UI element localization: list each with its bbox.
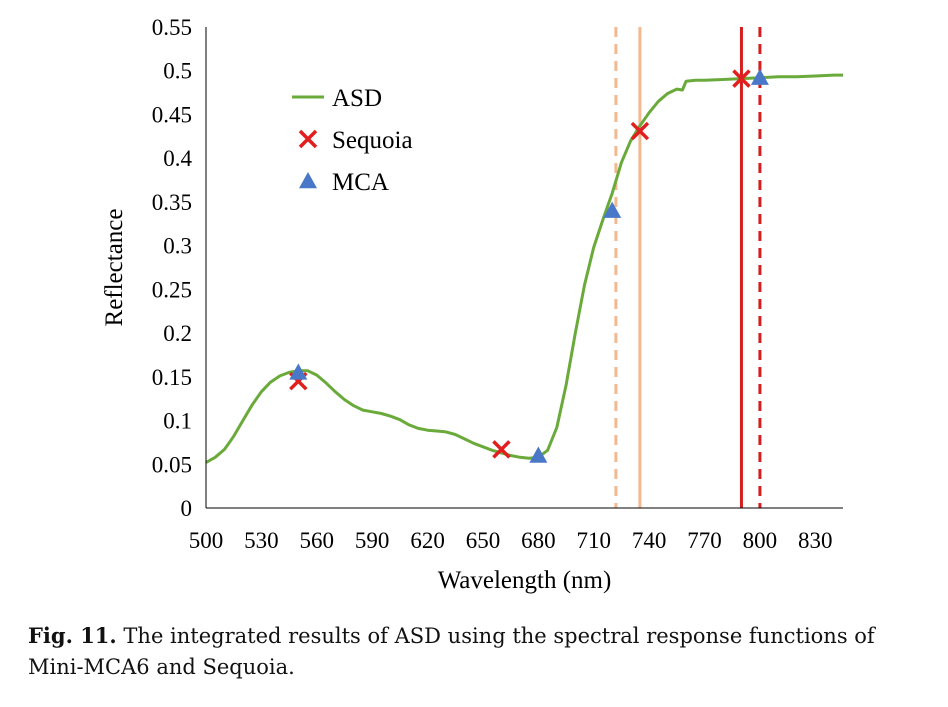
mca-marker <box>289 363 308 380</box>
x-tick-label: 830 <box>798 528 833 553</box>
y-axis-title: Reflectance <box>101 209 128 327</box>
vertical-lines <box>614 27 762 508</box>
sequoia-marker <box>492 440 511 459</box>
y-tick-label: 0.05 <box>152 452 192 477</box>
y-tick-label: 0.1 <box>163 409 192 434</box>
x-tick-label: 800 <box>743 528 778 553</box>
y-tick-label: 0.5 <box>163 59 192 84</box>
x-tick-label: 530 <box>244 528 279 553</box>
x-tick-label: 710 <box>576 528 611 553</box>
sequoia-marker <box>630 121 650 141</box>
y-tick-label: 0.4 <box>163 146 192 171</box>
x-tick-label: 590 <box>355 528 390 553</box>
caption-label: Fig. 11. <box>28 623 117 648</box>
legend-mca-swatch <box>299 172 317 189</box>
y-tick-label: 0.25 <box>152 277 192 302</box>
mca-marker <box>750 68 769 85</box>
y-tick-label: 0.55 <box>152 15 192 40</box>
y-tick-labels: 0 0.05 0.1 0.15 0.2 0.25 0.3 0.35 0.4 0.45 0.5 0.55 <box>152 15 193 521</box>
legend-label: ASD <box>332 85 382 112</box>
x-tick-label: 770 <box>687 528 722 553</box>
y-tick-label: 0.2 <box>163 321 192 346</box>
mca-marker <box>529 446 548 463</box>
y-tick-label: 0.45 <box>152 102 192 127</box>
figure-caption: Fig. 11. The integrated results of ASD u… <box>28 620 923 683</box>
x-tick-label: 740 <box>632 528 667 553</box>
x-axis-title: Wavelength (nm) <box>438 567 612 594</box>
mca-marker <box>603 201 622 218</box>
markers <box>289 68 769 463</box>
y-tick-label: 0.15 <box>152 365 192 390</box>
y-tick-label: 0 <box>181 496 193 521</box>
y-tick-label: 0.3 <box>163 234 192 259</box>
sequoia-marker <box>732 69 751 88</box>
caption-text: The integrated results of ASD using the … <box>28 624 875 679</box>
x-tick-labels: 500 530 560 590 620 650 680 710 740 770 800 830 <box>189 528 833 553</box>
legend-sequoia-swatch <box>298 129 318 149</box>
y-tick-label: 0.35 <box>152 190 192 215</box>
x-tick-label: 560 <box>300 528 335 553</box>
x-tick-label: 500 <box>189 528 224 553</box>
legend-label: Sequoia <box>332 127 413 154</box>
x-tick-label: 650 <box>466 528 501 553</box>
legend-label: MCA <box>332 169 389 196</box>
x-tick-label: 620 <box>410 528 445 553</box>
legend: ASD Sequoia MCA <box>292 85 413 196</box>
chart: 500 530 560 590 620 650 680 710 740 770 800 830 0 0.… <box>101 15 843 594</box>
x-tick-label: 680 <box>521 528 556 553</box>
